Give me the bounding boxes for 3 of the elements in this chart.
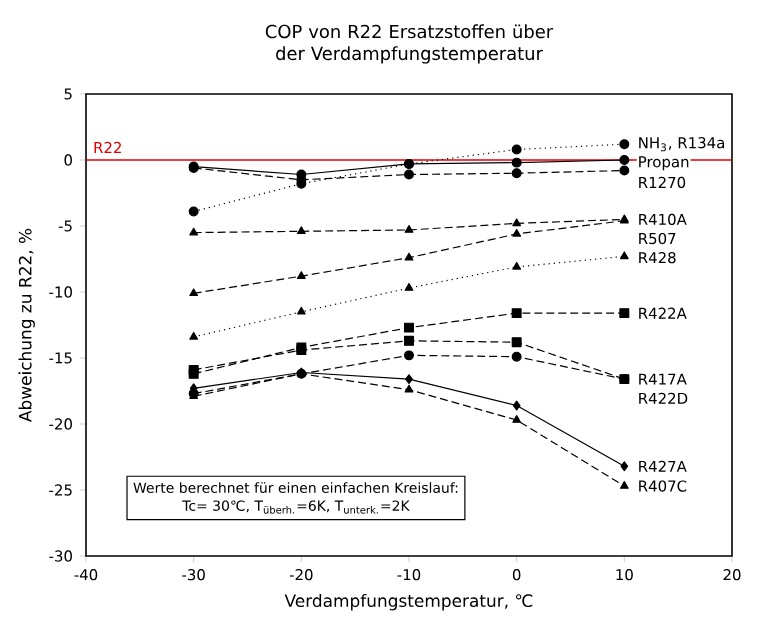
x-axis-title: Verdampfungstemperatur, ℃	[284, 593, 533, 611]
chart-title: COP von R22 Ersatzstoffen über der Verdampfungstemperatur	[265, 24, 554, 64]
y-axis-title: Abweichung zu R22, %	[18, 228, 35, 422]
